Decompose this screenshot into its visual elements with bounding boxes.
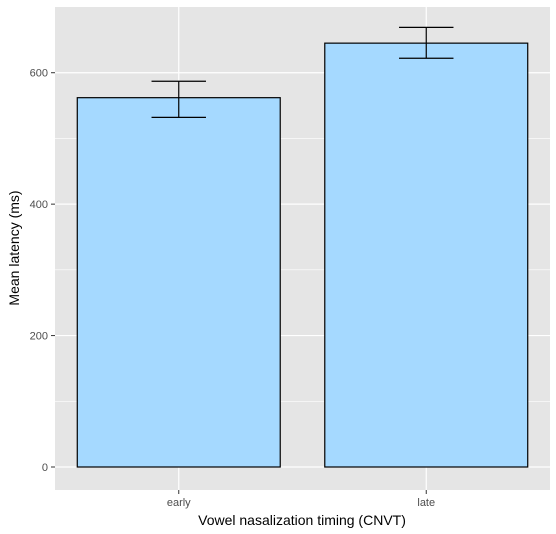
y-tick-label: 400 bbox=[30, 199, 48, 211]
error-bars bbox=[151, 26, 454, 119]
y-tick-label: 600 bbox=[30, 68, 48, 80]
y-tick-label: 200 bbox=[30, 331, 48, 343]
y-axis-title: Mean latency (ms) bbox=[6, 190, 22, 305]
bars bbox=[76, 42, 529, 468]
y-tick-label: 0 bbox=[42, 462, 48, 474]
x-tick-label: early bbox=[167, 497, 191, 509]
error-bar-late bbox=[399, 26, 454, 59]
axes: 0 200 400 600 early late bbox=[30, 68, 435, 509]
x-tick-label: late bbox=[417, 497, 435, 509]
x-axis-title: Vowel nasalization timing (CNVT) bbox=[198, 512, 406, 528]
error-bar-early bbox=[151, 80, 206, 119]
bar-early bbox=[76, 97, 281, 468]
bar-late bbox=[324, 42, 529, 468]
